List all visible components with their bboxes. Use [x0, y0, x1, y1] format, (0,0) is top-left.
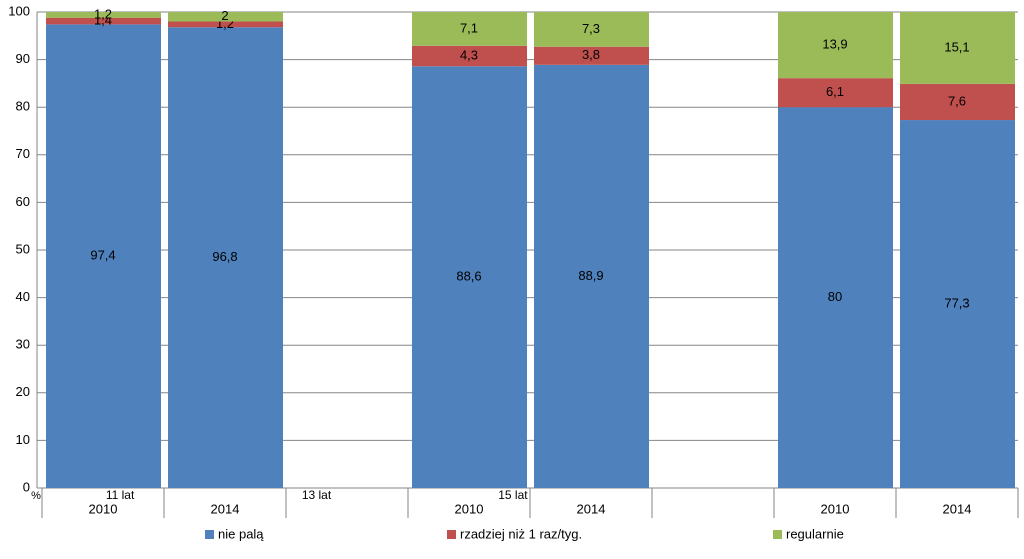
- y-tick-label: 100: [8, 3, 30, 18]
- value-label: 6,1: [826, 84, 844, 99]
- bar-segment: [168, 27, 283, 489]
- legend-label: regularnie: [786, 526, 844, 541]
- x-tick-label: 2014: [943, 501, 972, 516]
- value-label: 97,4: [90, 248, 115, 263]
- bar-segment: [412, 45, 527, 67]
- value-label: 80: [828, 289, 842, 304]
- bar-segment: [46, 17, 161, 25]
- bar-segment: [168, 21, 283, 28]
- x-tick-label: 2010: [821, 501, 850, 516]
- value-label: 13,9: [822, 37, 847, 52]
- value-label: 96,8: [212, 249, 237, 264]
- x-tick-label: 2010: [89, 501, 118, 516]
- bar-segment: [900, 120, 1015, 488]
- bar-segment: [46, 24, 161, 488]
- bar-segment: [778, 78, 893, 108]
- legend-marker: [447, 530, 456, 539]
- y-tick-label: 60: [16, 194, 30, 209]
- y-tick-label: 30: [16, 337, 30, 352]
- y-tick-label: 80: [16, 99, 30, 114]
- value-label: 77,3: [944, 295, 969, 310]
- value-label: 2: [221, 8, 228, 23]
- bar-segment: [412, 12, 527, 46]
- x-tick-label: 2014: [577, 501, 606, 516]
- value-label: 7,1: [460, 20, 478, 35]
- value-label: 3,8: [582, 47, 600, 62]
- bar-segment: [900, 12, 1015, 84]
- x-tick-label: 2010: [455, 501, 484, 516]
- y-tick-label: 0: [23, 479, 30, 494]
- bar-segment: [46, 12, 161, 18]
- bar-segment: [534, 46, 649, 65]
- value-label: 88,9: [578, 268, 603, 283]
- group-label: 13 lat: [302, 488, 332, 502]
- y-axis-label: %: [31, 490, 41, 502]
- legend-label: rzadziej niż 1 raz/tyg.: [460, 526, 582, 541]
- y-tick-label: 50: [16, 241, 30, 256]
- bar-segment: [778, 107, 893, 488]
- y-tick-label: 10: [16, 432, 30, 447]
- value-label: 15,1: [944, 39, 969, 54]
- y-tick-label: 70: [16, 146, 30, 161]
- y-tick-label: 20: [16, 384, 30, 399]
- y-tick-label: 40: [16, 289, 30, 304]
- bar-segment: [778, 12, 893, 79]
- group-label: 11 lat: [106, 488, 135, 502]
- legend-marker: [773, 530, 782, 539]
- value-label: 7,3: [582, 21, 600, 36]
- bar-segment: [534, 64, 649, 488]
- value-label: 4,3: [460, 47, 478, 62]
- legend-label: nie palą: [218, 526, 264, 541]
- legend-marker: [205, 530, 214, 539]
- bar-segment: [900, 83, 1015, 121]
- x-tick-label: 2014: [211, 501, 240, 516]
- bar-segment: [168, 12, 283, 22]
- bar-segment: [534, 12, 649, 47]
- y-tick-label: 90: [16, 51, 30, 66]
- value-label: 7,6: [948, 93, 966, 108]
- value-label: 1,2: [94, 6, 112, 21]
- value-label: 88,6: [456, 269, 481, 284]
- group-label: 15 lat: [498, 488, 528, 502]
- bar-segment: [412, 66, 527, 488]
